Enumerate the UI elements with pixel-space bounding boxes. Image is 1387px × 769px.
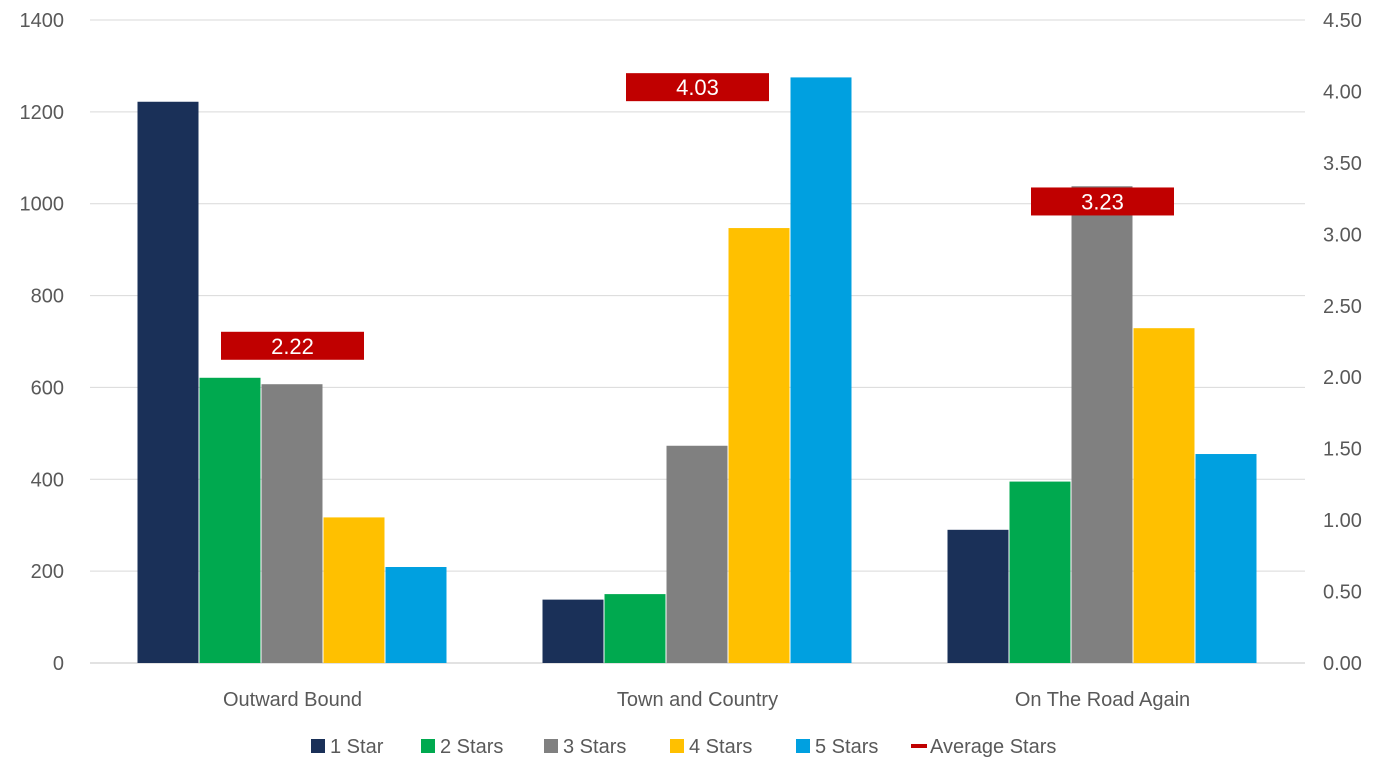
bar (385, 567, 447, 663)
x-axis: Outward Bound Town and Country On The Road… (223, 689, 1190, 711)
legend-swatch (911, 744, 927, 748)
y-axis-right: 0.00 0.50 1.00 1.50 2.00 2.50 3.00 3.50 4.00 4.50 (1323, 10, 1362, 675)
legend-swatch (670, 739, 684, 753)
average-stars-series: 2.22 4.03 3.23 (221, 73, 1174, 360)
y-tick-label-right: 2.50 (1323, 296, 1362, 318)
average-data-label: 4.03 (676, 75, 719, 100)
average-marker (221, 331, 364, 360)
y-tick-label-right: 0.00 (1323, 653, 1362, 675)
y-tick-label-right: 4.00 (1323, 81, 1362, 103)
bar (137, 101, 199, 663)
legend: 1 Star 2 Stars 3 Stars 4 Stars 5 Stars Averag… (311, 736, 1056, 758)
bar (542, 599, 604, 663)
y-tick-label-left: 1400 (20, 10, 65, 32)
bar (1071, 186, 1133, 664)
bar (1195, 454, 1257, 663)
x-category-label: Outward Bound (223, 689, 362, 711)
bar (199, 377, 261, 663)
legend-label: 4 Stars (689, 736, 752, 758)
y-tick-label-left: 0 (53, 653, 64, 675)
y-axis-left: 0 200 400 600 800 1000 1200 1400 (20, 10, 65, 675)
legend-swatch (544, 739, 558, 753)
bar (323, 517, 385, 663)
x-category-label: Town and Country (617, 689, 778, 711)
bar (604, 594, 666, 663)
y-tick-label-right: 1.00 (1323, 510, 1362, 532)
average-data-label: 2.22 (271, 334, 314, 359)
legend-label: 3 Stars (563, 736, 626, 758)
y-tick-label-left: 1000 (20, 194, 65, 216)
bar (790, 77, 852, 664)
y-tick-label-right: 3.00 (1323, 224, 1362, 246)
y-tick-label-left: 800 (31, 286, 64, 308)
legend-swatch (311, 739, 325, 753)
x-category-label: On The Road Again (1015, 689, 1190, 711)
y-tick-label-left: 1200 (20, 102, 65, 124)
average-marker (626, 73, 769, 102)
bars (137, 77, 1257, 664)
bar (1133, 328, 1195, 663)
bar (728, 228, 790, 663)
y-tick-label-right: 2.00 (1323, 367, 1362, 389)
bar (261, 384, 323, 663)
legend-label: 5 Stars (815, 736, 878, 758)
average-marker (1031, 187, 1174, 216)
y-tick-label-right: 3.50 (1323, 153, 1362, 175)
bar (1009, 481, 1071, 663)
bar (666, 445, 728, 663)
bar (947, 529, 1009, 663)
legend-label: Average Stars (930, 736, 1056, 758)
y-tick-label-right: 0.50 (1323, 582, 1362, 604)
legend-swatch (796, 739, 810, 753)
legend-label: 1 Star (330, 736, 384, 758)
y-tick-label-left: 600 (31, 377, 64, 399)
legend-label: 2 Stars (440, 736, 503, 758)
legend-swatch (421, 739, 435, 753)
y-tick-label-right: 1.50 (1323, 439, 1362, 461)
y-tick-label-left: 400 (31, 469, 64, 491)
y-tick-label-right: 4.50 (1323, 10, 1362, 32)
y-tick-label-left: 200 (31, 561, 64, 583)
average-data-label: 3.23 (1081, 189, 1124, 214)
